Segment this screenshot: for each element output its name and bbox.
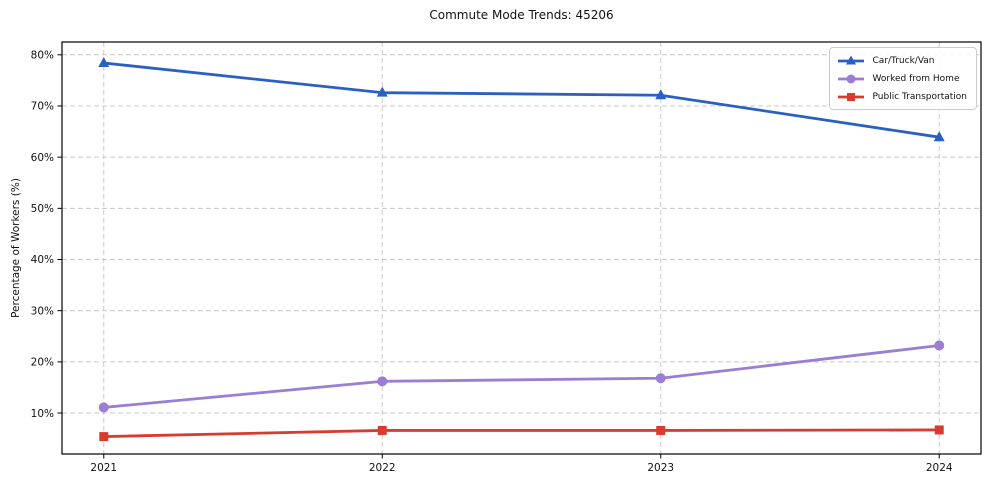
x-tick-label: 2023 <box>647 462 674 474</box>
data-point-square <box>656 425 666 435</box>
y-tick-label: 40% <box>31 254 54 266</box>
y-tick-label: 50% <box>31 203 54 215</box>
gridlines <box>62 42 981 454</box>
legend-item-worked-from-home: Worked from Home <box>837 71 967 86</box>
axes <box>57 41 982 459</box>
x-tick-label: 2022 <box>369 462 396 474</box>
legend-item-car-truck-van: Car/Truck/Van <box>837 53 967 68</box>
y-tick-label: 10% <box>31 408 54 420</box>
tick-labels: 10% 20% 30% 40% 50% 60% 70% 80% 2021 2022 2023 2024 <box>31 49 953 474</box>
y-tick-label: 60% <box>31 152 54 164</box>
data-point-square <box>99 432 109 442</box>
plot-border <box>61 41 982 455</box>
data-point-triangle <box>376 86 388 97</box>
x-tick-label: 2021 <box>90 462 117 474</box>
data-point-square <box>934 425 944 435</box>
data-point-circle <box>98 402 109 413</box>
legend-marker-triangle-icon <box>837 55 864 64</box>
data-point-triangle <box>98 56 110 67</box>
legend-marker-circle-icon <box>837 74 864 83</box>
series-public-transportation <box>99 425 944 442</box>
data-point-triangle <box>933 131 945 142</box>
legend: Car/Truck/Van Worked from Home Public Tran… <box>828 47 977 110</box>
series-line <box>102 61 941 139</box>
data-point-circle <box>846 74 856 83</box>
y-tick-label: 80% <box>31 49 54 61</box>
series-car-truck-van <box>98 56 945 142</box>
data-point-circle <box>934 340 945 351</box>
legend-label: Car/Truck/Van <box>872 55 935 66</box>
series-worked-from-home <box>98 340 945 413</box>
x-tick-label: 2024 <box>926 462 953 474</box>
legend-marker-square-icon <box>837 92 864 101</box>
series-line <box>102 428 941 438</box>
data-point-square <box>377 425 387 435</box>
legend-item-public-transportation: Public Transportation <box>837 89 967 104</box>
y-tick-label: 30% <box>31 305 54 317</box>
series-lines <box>98 56 945 442</box>
data-point-triangle <box>655 89 667 100</box>
data-point-triangle <box>845 55 856 64</box>
y-tick-label: 70% <box>31 101 54 113</box>
legend-label: Worked from Home <box>872 73 960 84</box>
series-line <box>102 344 941 409</box>
y-tick-label: 20% <box>31 357 54 369</box>
legend-label: Public Transportation <box>872 91 967 102</box>
data-point-circle <box>655 373 666 384</box>
data-point-circle <box>377 376 388 387</box>
chart-title: Commute Mode Trends: 45206 <box>429 8 614 22</box>
data-point-square <box>846 92 855 101</box>
